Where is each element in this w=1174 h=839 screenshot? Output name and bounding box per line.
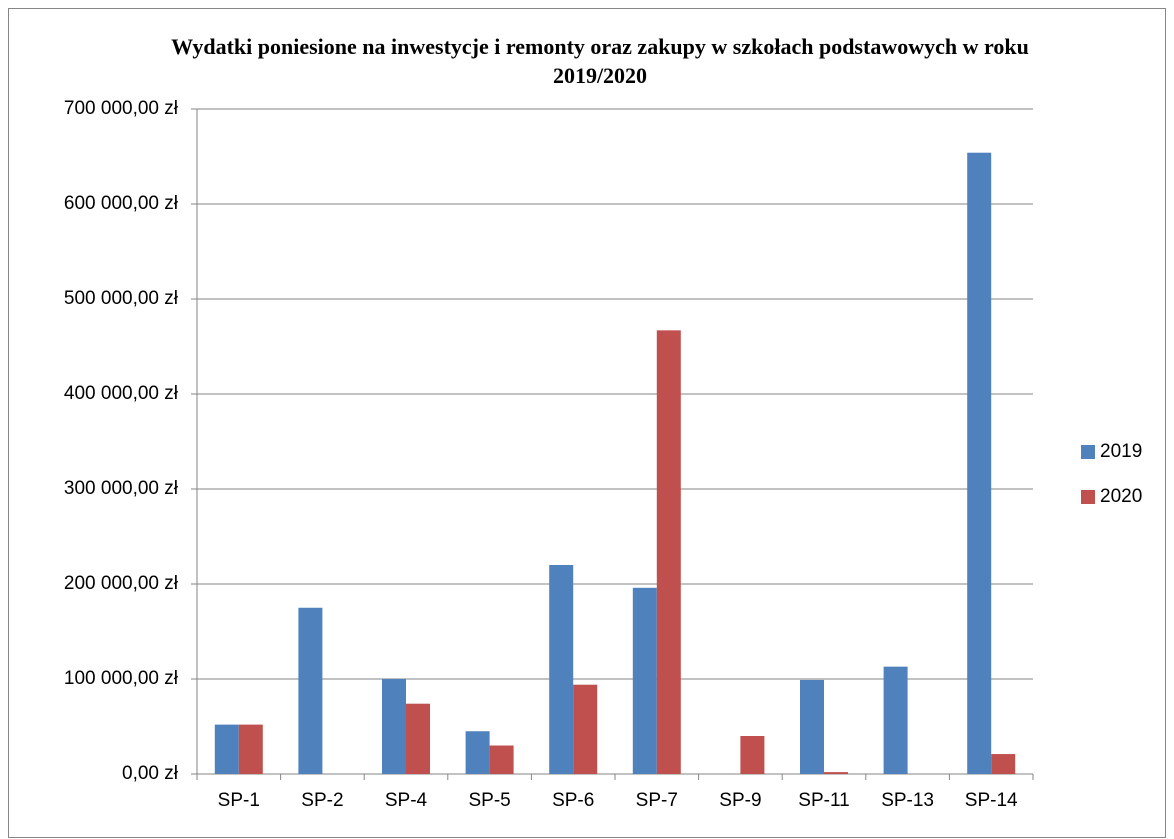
y-tick-label: 200 000,00 zł: [64, 573, 179, 594]
y-tick-label: 500 000,00 zł: [64, 288, 179, 309]
bar: [740, 736, 765, 774]
x-tick-label: SP-11: [798, 790, 849, 811]
y-tick-label: 700 000,00 zł: [64, 98, 179, 119]
x-tick-label: SP-14: [965, 790, 1018, 811]
y-tick-label: 400 000,00 zł: [64, 383, 179, 404]
y-tick-label: 300 000,00 zł: [64, 478, 179, 499]
bar: [465, 731, 490, 774]
x-tick-label: SP-5: [468, 790, 510, 811]
legend-label: 2019: [1100, 441, 1142, 462]
legend-swatch: [1081, 445, 1095, 459]
bar: [991, 754, 1016, 774]
x-tick-label: SP-13: [881, 790, 934, 811]
bar: [967, 152, 992, 774]
bar: [573, 684, 598, 774]
x-tick-label: SP-1: [218, 790, 260, 811]
bar: [238, 724, 263, 774]
x-tick-label: SP-6: [552, 790, 594, 811]
bar: [883, 666, 908, 774]
bar: [382, 679, 406, 774]
bar: [824, 772, 848, 774]
y-tick-label: 600 000,00 zł: [64, 193, 179, 214]
legend-swatch: [1081, 490, 1095, 504]
bar: [800, 679, 824, 774]
chart-title: Wydatki poniesione na inwestycje i remon…: [171, 34, 1029, 88]
y-tick-label: 0,00 zł: [122, 763, 179, 784]
bar: [632, 587, 657, 774]
bar: [656, 330, 681, 774]
bar: [214, 724, 239, 774]
bar: [406, 703, 430, 774]
x-tick-label: SP-7: [636, 790, 678, 811]
bar: [489, 745, 514, 774]
x-tick-label: SP-2: [301, 790, 343, 811]
bar: [549, 565, 574, 774]
x-tick-label: SP-9: [719, 790, 761, 811]
x-tick-label: SP-4: [385, 790, 428, 811]
legend-label: 2020: [1100, 486, 1142, 507]
y-tick-label: 100 000,00 zł: [64, 668, 179, 689]
bar: [298, 607, 323, 774]
